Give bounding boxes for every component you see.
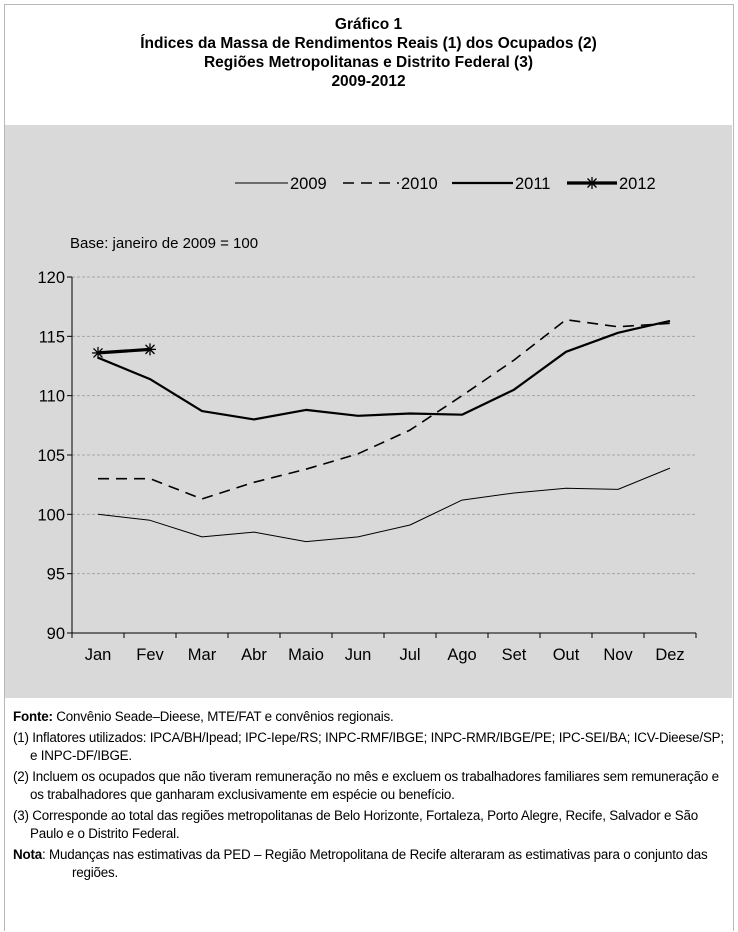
legend-item-2009: 2009: [235, 175, 327, 193]
note-text: : Mudanças nas estimativas da PED – Regi…: [41, 847, 708, 880]
x-tick-label: Jun: [345, 646, 372, 664]
grid: [72, 276, 696, 575]
x-tick-label: Dez: [655, 646, 684, 664]
y-tick-label: 90: [47, 625, 65, 643]
chart-header: Gráfico 1 Índices da Massa de Rendimento…: [5, 5, 732, 123]
series-line-2009: [97, 467, 671, 543]
chart-area: 2009 2010 2011 2012 Base: janeiro de 2009 =…: [5, 125, 732, 698]
chart-subtitle: Regiões Metropolitanas e Distrito Federa…: [203, 54, 533, 71]
line-chart: 2009 2010 2011 2012 Base: janeiro de 2009 =…: [37, 175, 697, 664]
x-tick-label: Abr: [241, 646, 267, 664]
legend: 2009 2010 2011 2012: [235, 175, 656, 193]
footnote-1: (1) Inflatores utilizados: IPCA/BH/Ipead…: [13, 730, 724, 763]
note-label: Nota: [13, 847, 42, 862]
source-note: Fonte: Convênio Seade–Dieese, MTE/FAT e …: [13, 708, 725, 726]
y-tick-label: 100: [37, 506, 65, 524]
footnote-3: (3) Corresponde ao total das regiões met…: [13, 808, 699, 841]
legend-label: 2010: [401, 175, 438, 193]
x-tick-label: Ago: [447, 646, 476, 664]
series-layer: [92, 318, 671, 543]
footnote-2: (2) Incluem os ocupados que não tiveram …: [13, 769, 719, 802]
legend-label: 2012: [619, 175, 656, 193]
star-marker: [586, 177, 598, 189]
source-text: Convênio Seade–Dieese, MTE/FAT e convêni…: [52, 709, 394, 724]
legend-item-2012: 2012: [567, 175, 656, 193]
figure-frame: [4, 4, 734, 931]
x-tick-label: Jul: [399, 646, 420, 664]
chart-title: Índices da Massa de Rendimentos Reais (1…: [140, 35, 597, 52]
legend-label: 2011: [515, 175, 550, 193]
x-tick-label: Nov: [603, 646, 633, 664]
note: Nota: Mudanças nas estimativas da PED – …: [13, 846, 725, 882]
x-tick-label: Maio: [288, 646, 324, 664]
x-tick-label: Set: [502, 646, 527, 664]
legend-label: 2009: [290, 175, 327, 193]
chart-period: 2009-2012: [331, 73, 406, 90]
figure-label: Gráfico 1: [334, 16, 403, 33]
series-line-2012: [97, 347, 151, 355]
y-tick-label: 110: [39, 388, 65, 406]
x-tick-label: Out: [553, 646, 580, 664]
series-line-2010: [98, 318, 671, 500]
star-marker: [92, 346, 104, 359]
x-tick-label: Fev: [136, 646, 164, 664]
x-tick-label: Mar: [188, 646, 217, 664]
legend-item-2011: 2011: [452, 175, 550, 193]
y-tick-label: 95: [47, 566, 65, 584]
x-tick-label: Jan: [85, 646, 112, 664]
y-tick-label: 105: [37, 447, 65, 465]
legend-item-2010: 2010: [343, 175, 438, 193]
y-tick-label: 120: [37, 269, 65, 287]
star-marker: [144, 343, 156, 356]
base-note: Base: janeiro de 2009 = 100: [70, 235, 258, 252]
y-tick-label: 115: [39, 328, 65, 346]
axes: 90 95 100 105 110 115 120 Jan Fev Mar Abr Maio Jun Ju…: [37, 269, 697, 664]
notes: Fonte: Convênio Seade–Dieese, MTE/FAT e …: [13, 708, 725, 885]
series-line-2011: [97, 319, 671, 421]
source-label: Fonte:: [13, 709, 53, 724]
